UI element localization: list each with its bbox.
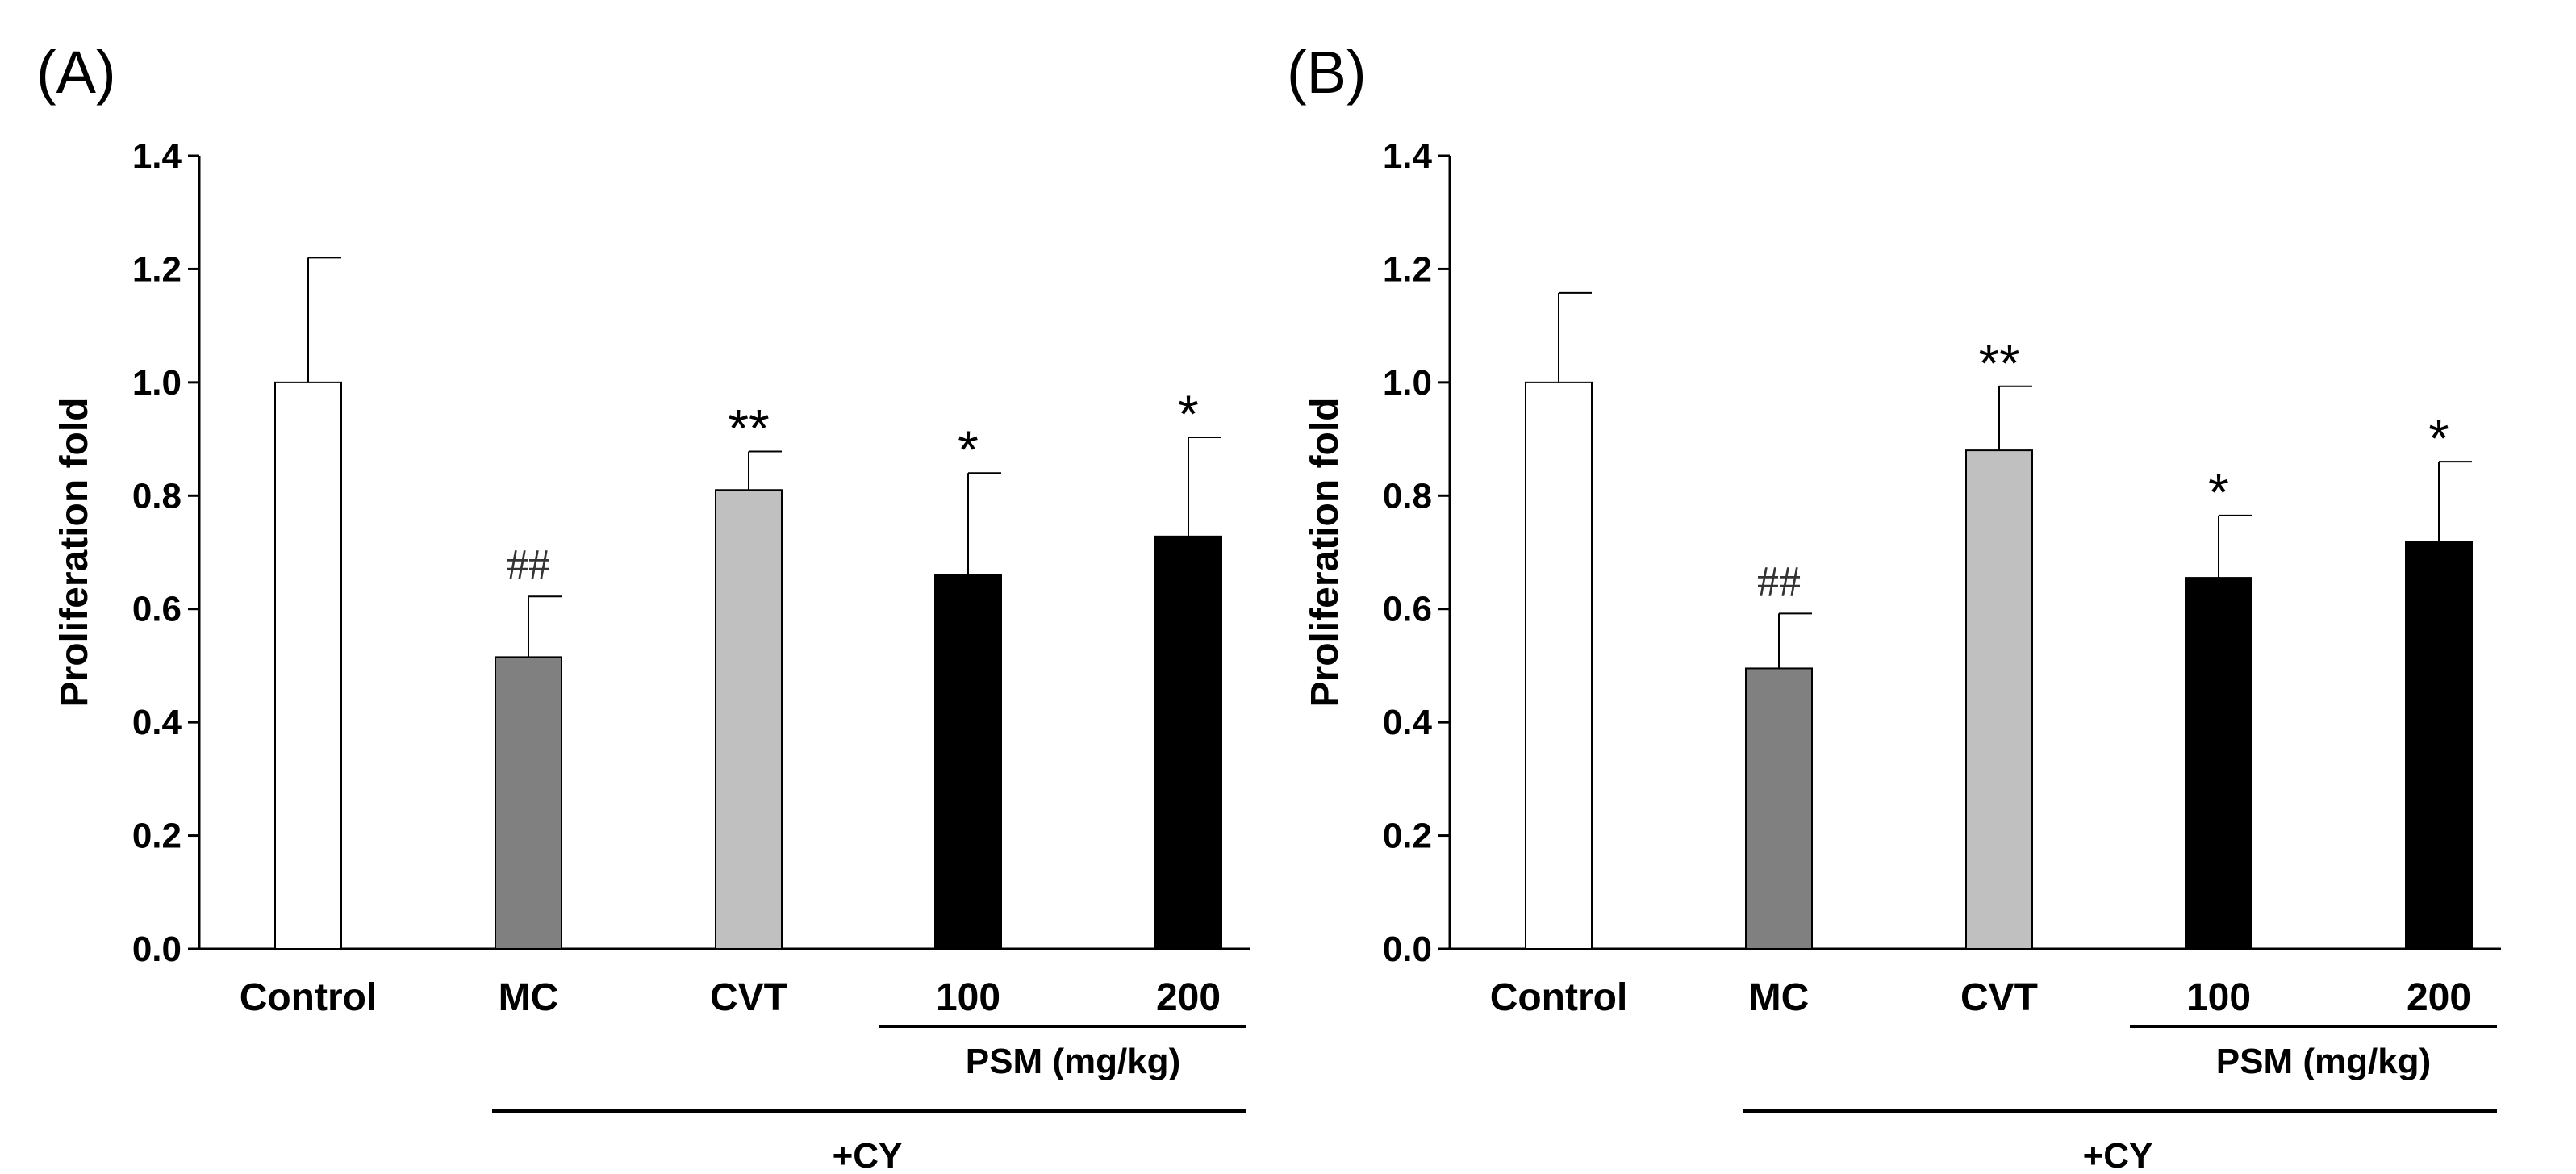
bar-mc xyxy=(495,656,562,950)
significance-mark: ** xyxy=(728,399,769,458)
y-tick-label: 1.2 xyxy=(1383,249,1432,289)
y-tick-label: 0.6 xyxy=(132,590,182,629)
category-label: 200 xyxy=(2407,976,2471,1019)
y-tick-label: 0.4 xyxy=(132,703,182,742)
bar-200 xyxy=(1154,535,1222,950)
y-tick-label: 0.4 xyxy=(1383,703,1433,742)
bar-mc xyxy=(1745,667,1813,950)
cy-group-label: +CY xyxy=(2083,1136,2153,1174)
significance-mark: * xyxy=(2428,408,2449,468)
y-tick-label: 0.2 xyxy=(1383,817,1432,856)
significance-mark: ## xyxy=(1757,557,1801,605)
y-tick-label: 0.0 xyxy=(1383,930,1432,969)
category-label: MC xyxy=(1749,976,1810,1019)
y-tick-label: 0.8 xyxy=(1383,476,1432,516)
bar-chart-b: (B) 0.0 0.2 0.4 0.6 0.8 1.0 1.2 1.4 Proliferation… xyxy=(1287,39,2501,1174)
significance-mark: * xyxy=(1178,384,1199,444)
category-label: CVT xyxy=(710,976,787,1019)
y-tick-label: 0.8 xyxy=(132,476,182,516)
y-tick-label: 1.4 xyxy=(1383,136,1433,176)
bar-100 xyxy=(934,574,1002,950)
category-label: 100 xyxy=(2186,976,2251,1019)
significance-mark: ## xyxy=(507,540,550,588)
y-tick-label: 0.2 xyxy=(132,817,182,856)
category-label: 200 xyxy=(1156,976,1221,1019)
chart-panel-b: (B) 0.0 0.2 0.4 0.6 0.8 1.0 1.2 1.4 Proliferation… xyxy=(1250,0,2501,1174)
y-tick-label: 0.6 xyxy=(1383,590,1432,629)
panel-label: (B) xyxy=(1287,39,1367,106)
chart-panel-a: (A) 0.0 0.2 0.4 0.6 0.8 1.0 1.2 1.4 Proliferation… xyxy=(0,0,1250,1174)
y-tick-label: 1.2 xyxy=(132,249,182,289)
bar-cvt xyxy=(715,489,783,950)
y-axis-label: Proliferation fold xyxy=(1304,398,1346,708)
category-label: Control xyxy=(240,976,378,1019)
bar-chart-a: (A) 0.0 0.2 0.4 0.6 0.8 1.0 1.2 1.4 Proliferation… xyxy=(36,39,1250,1174)
y-tick-label: 1.0 xyxy=(1383,363,1432,403)
cy-group-label: +CY xyxy=(833,1136,903,1174)
y-axis-label: Proliferation fold xyxy=(53,398,96,708)
psm-group-label: PSM (mg/kg) xyxy=(966,1042,1180,1081)
y-tick-label: 0.0 xyxy=(132,930,182,969)
bar-control xyxy=(274,381,342,950)
y-tick-label: 1.0 xyxy=(132,363,182,403)
bar-cvt xyxy=(1965,449,2033,950)
y-tick-label: 1.4 xyxy=(132,136,182,176)
bar-control xyxy=(1525,381,1593,950)
psm-group-label: PSM (mg/kg) xyxy=(2216,1042,2431,1081)
category-label: Control xyxy=(1490,976,1628,1019)
category-label: CVT xyxy=(1960,976,2038,1019)
panel-label: (A) xyxy=(36,39,116,106)
bar-200 xyxy=(2405,541,2473,950)
significance-mark: * xyxy=(958,420,979,479)
significance-mark: * xyxy=(2208,462,2229,522)
bar-100 xyxy=(2185,577,2252,950)
category-label: MC xyxy=(499,976,559,1019)
category-label: 100 xyxy=(936,976,1000,1019)
significance-mark: ** xyxy=(1978,333,2019,393)
